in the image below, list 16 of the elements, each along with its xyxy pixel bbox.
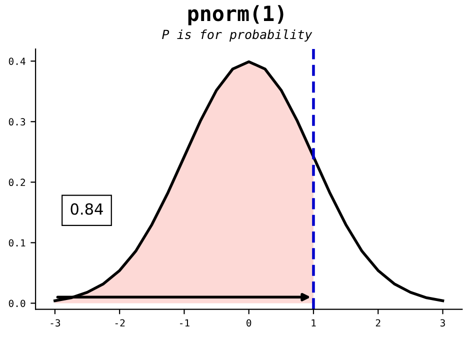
- x-tick-label: -2: [115, 319, 125, 326]
- annotation: 0.84: [70, 203, 103, 215]
- chart-subtitle: P is for probability: [162, 29, 312, 42]
- chart-title: pnorm(1): [188, 5, 284, 26]
- y-tick-label: 0.4: [8, 58, 26, 65]
- x-tick-label: 0: [246, 319, 252, 327]
- y-tick-label: 0.1: [8, 239, 26, 247]
- y-tick-label: 0.0: [8, 300, 26, 308]
- line-series: [54, 60, 444, 302]
- x-tick-label: -3: [50, 319, 60, 327]
- y-tick-label: 0.3: [8, 118, 26, 126]
- x-tick-label: -1: [180, 319, 190, 326]
- y-tick-label: 0.2: [8, 178, 25, 186]
- x-tick-label: 1: [312, 319, 316, 326]
- x-tick-label: 3: [440, 319, 445, 327]
- x-tick-label: 2: [376, 319, 380, 326]
